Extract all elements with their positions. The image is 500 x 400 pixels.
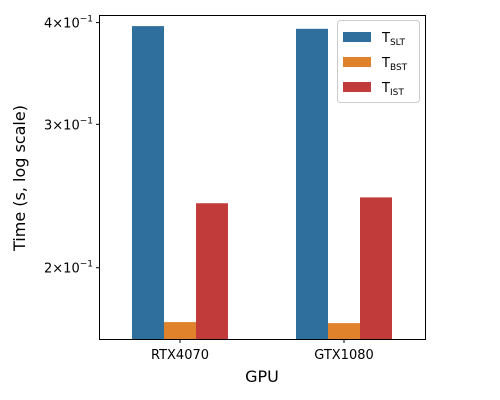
legend-swatch-slt: [343, 32, 371, 42]
y-tick-base: ×10: [52, 118, 79, 133]
x-axis-label: GPU: [245, 367, 279, 386]
y-axis-label: Time (s, log scale): [10, 105, 29, 252]
bar-bst-rtx4070: [164, 322, 196, 339]
legend-label-subscript: SLT: [390, 38, 405, 48]
legend-label-main: T: [381, 31, 390, 46]
x-tick-label-rtx4070: RTX4070: [151, 348, 209, 363]
legend-label-bst: TBST: [381, 56, 408, 73]
bar-ist-gtx1080: [360, 197, 392, 339]
y-tick-mantissa: 2: [44, 262, 52, 277]
bar-bst-gtx1080: [328, 323, 360, 339]
bar-slt-gtx1080: [296, 28, 328, 340]
legend-label-subscript: BST: [390, 63, 408, 73]
legend-swatch-bst: [343, 57, 371, 67]
y-tick-base: ×10: [52, 262, 79, 277]
bars-group: [132, 26, 392, 340]
y-axis-ticks: 4×10−13×10−12×10−1: [44, 15, 100, 277]
y-tick-label: 3×10−1: [44, 116, 93, 133]
y-tick-exponent: −1: [80, 260, 93, 270]
y-tick-exponent: −1: [80, 15, 93, 25]
y-tick-label: 4×10−1: [44, 15, 93, 32]
legend-label-main: T: [381, 56, 390, 71]
y-tick-label: 2×10−1: [44, 260, 93, 277]
bar-slt-rtx4070: [132, 26, 164, 339]
bar-ist-rtx4070: [196, 203, 228, 339]
plot-frame: [99, 15, 426, 340]
legend-label-subscript: IST: [390, 88, 404, 98]
x-tick-label-gtx1080: GTX1080: [314, 348, 374, 363]
legend-label-ist: TIST: [381, 81, 404, 98]
legend-swatch-ist: [343, 82, 371, 92]
y-tick-mantissa: 4: [44, 17, 52, 32]
x-axis-ticks: RTX4070 GTX1080: [151, 339, 374, 363]
legend-label-slt: TSLT: [381, 31, 405, 48]
legend-label-main: T: [381, 81, 390, 96]
y-tick-exponent: −1: [80, 116, 93, 126]
y-tick-mantissa: 3: [44, 118, 52, 133]
y-tick-base: ×10: [52, 17, 79, 32]
